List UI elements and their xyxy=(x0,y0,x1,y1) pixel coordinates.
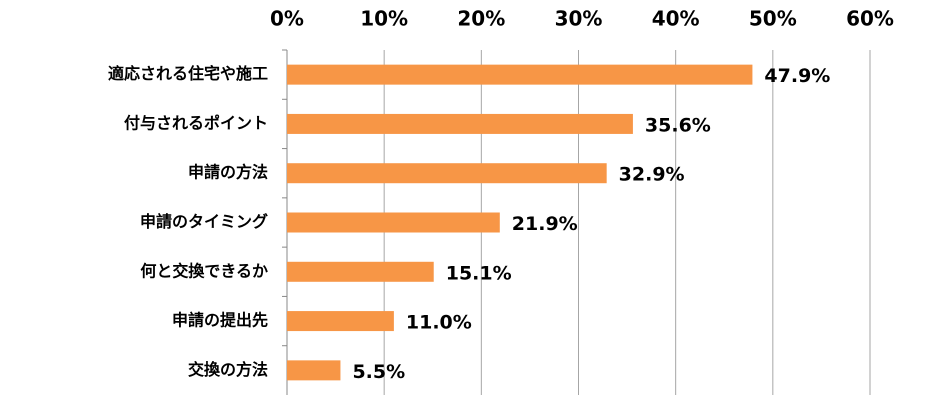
value-label: 47.9% xyxy=(764,65,830,87)
x-tick-label: 40% xyxy=(652,7,700,31)
x-tick-label: 30% xyxy=(555,7,603,31)
x-tick-label: 0% xyxy=(270,7,304,31)
value-label: 32.9% xyxy=(619,164,685,186)
value-label: 11.0% xyxy=(406,312,472,334)
y-tick-label: 申請のタイミング xyxy=(140,212,268,231)
y-tick-label: 申請の提出先 xyxy=(172,311,268,330)
bar xyxy=(287,64,753,85)
y-tick-label: 付与されるポイント xyxy=(124,113,268,132)
x-tick-label: 50% xyxy=(749,7,797,31)
bar xyxy=(287,311,394,332)
value-label: 5.5% xyxy=(352,361,405,383)
bar xyxy=(287,360,341,381)
x-tick-label: 60% xyxy=(846,7,894,31)
x-tick-label: 20% xyxy=(457,7,505,31)
value-label: 21.9% xyxy=(512,213,578,235)
bar xyxy=(287,163,607,184)
y-tick-label: 適応される住宅や施工 xyxy=(108,64,268,83)
value-label: 15.1% xyxy=(446,262,512,284)
value-label: 35.6% xyxy=(645,114,711,136)
y-tick-label: 交換の方法 xyxy=(188,360,268,379)
bar xyxy=(287,261,434,282)
bar xyxy=(287,113,633,134)
x-tick-label: 10% xyxy=(360,7,408,31)
y-tick-label: 何と交換できるか xyxy=(140,261,268,280)
bar xyxy=(287,212,500,233)
y-tick-label: 申請の方法 xyxy=(188,163,268,182)
